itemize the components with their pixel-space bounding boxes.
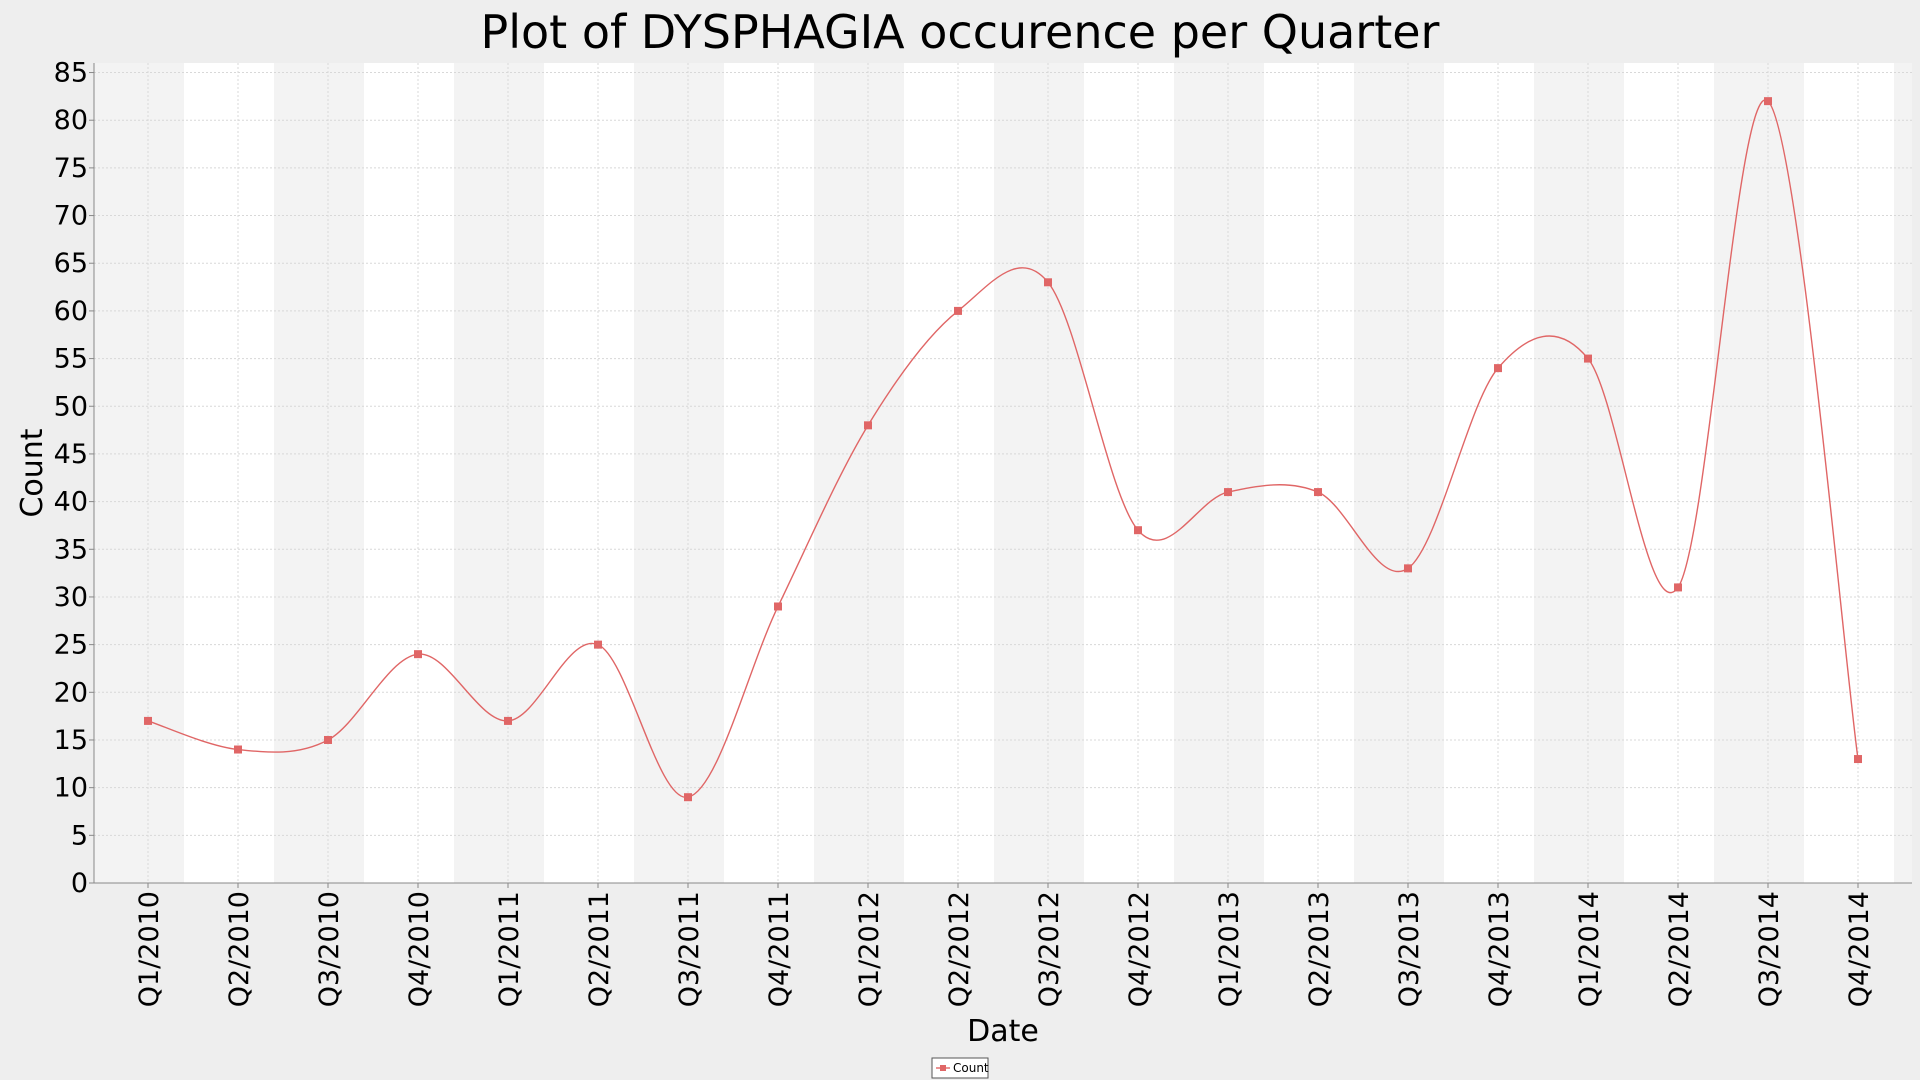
x-tick-label: Q2/2011 (584, 891, 615, 1007)
data-point (144, 716, 152, 725)
y-tick-label: 5 (71, 820, 88, 851)
y-tick-label: 80 (54, 105, 88, 136)
y-tick-label: 60 (54, 296, 88, 327)
legend-box (931, 1057, 989, 1079)
legend-label-count: Count (953, 1061, 989, 1075)
y-tick-label: 35 (54, 534, 88, 565)
x-tick-label: Q1/2014 (1574, 891, 1605, 1007)
data-point (1044, 278, 1052, 287)
x-tick-label: Q1/2011 (494, 891, 525, 1007)
plot-band (1894, 63, 1912, 883)
x-tick-label: Q1/2013 (1214, 891, 1245, 1007)
x-tick-label: Q2/2014 (1664, 891, 1695, 1007)
x-tick-label: Q1/2012 (854, 891, 885, 1007)
data-point (234, 745, 242, 754)
data-point (1404, 564, 1412, 573)
y-tick-label: 40 (54, 487, 88, 518)
legend-marker (940, 1065, 946, 1071)
data-point (1314, 488, 1322, 497)
x-axis-label: Date (967, 1014, 1039, 1049)
x-tick-label: Q2/2013 (1304, 891, 1335, 1007)
y-tick-label: 15 (54, 725, 88, 756)
y-tick-label: 65 (54, 248, 88, 279)
x-axis-ticks: Q1/2010 Q2/2010 Q3/2010 Q4/2010 Q1/2011 Q2/20… (134, 883, 1875, 1007)
x-tick-label: Q4/2012 (1124, 891, 1155, 1007)
plot-band (454, 63, 544, 883)
plot-band (94, 63, 184, 883)
plot-band (274, 63, 364, 883)
data-point (1764, 97, 1772, 106)
x-tick-label: Q2/2010 (224, 891, 255, 1007)
data-point (954, 306, 962, 315)
data-point (594, 640, 602, 649)
plot-band (814, 63, 904, 883)
y-tick-label: 85 (54, 58, 88, 89)
data-point (324, 735, 332, 744)
y-tick-label: 20 (54, 677, 88, 708)
data-point (1494, 364, 1502, 373)
data-point (1854, 755, 1862, 764)
y-tick-label: 55 (54, 344, 88, 375)
plot-band (1534, 63, 1624, 883)
plot-band (634, 63, 724, 883)
plot-bands (94, 63, 1912, 883)
chart-title: Plot of DYSPHAGIA occurence per Quarter (481, 5, 1440, 59)
x-tick-label: Q3/2013 (1394, 891, 1425, 1007)
data-point (684, 793, 692, 802)
data-point (864, 421, 872, 430)
x-tick-label: Q2/2012 (944, 891, 975, 1007)
x-tick-label: Q3/2010 (314, 891, 345, 1007)
y-tick-label: 10 (54, 773, 88, 804)
y-axis-ticks: 0 5 10 15 20 25 30 35 40 45 50 55 60 65 70 75 80 85 (54, 58, 94, 899)
y-tick-label: 45 (54, 439, 88, 470)
data-point (1224, 488, 1232, 497)
x-tick-label: Q4/2011 (764, 891, 795, 1007)
x-tick-label: Q3/2012 (1034, 891, 1065, 1007)
plot-band (1354, 63, 1444, 883)
y-tick-label: 75 (54, 153, 88, 184)
data-point (1134, 526, 1142, 535)
x-tick-label: Q3/2014 (1754, 891, 1785, 1007)
plot-band (994, 63, 1084, 883)
data-point (504, 716, 512, 725)
plot-band (1174, 63, 1264, 883)
legend: Count (931, 1057, 989, 1079)
series-points (144, 97, 1862, 802)
y-tick-label: 50 (54, 391, 88, 422)
x-tick-label: Q1/2010 (134, 891, 165, 1007)
x-tick-label: Q3/2011 (674, 891, 705, 1007)
x-tick-label: Q4/2013 (1484, 891, 1515, 1007)
y-tick-label: 25 (54, 630, 88, 661)
y-axis-label: Count (15, 428, 50, 517)
data-point (1584, 354, 1592, 363)
data-point (1674, 583, 1682, 592)
plot-band (1714, 63, 1804, 883)
data-point (774, 602, 782, 611)
y-tick-label: 0 (71, 868, 88, 899)
data-point (414, 650, 422, 659)
x-tick-label: Q4/2014 (1844, 891, 1875, 1007)
x-tick-label: Q4/2010 (404, 891, 435, 1007)
y-tick-label: 70 (54, 201, 88, 232)
y-tick-label: 30 (54, 582, 88, 613)
